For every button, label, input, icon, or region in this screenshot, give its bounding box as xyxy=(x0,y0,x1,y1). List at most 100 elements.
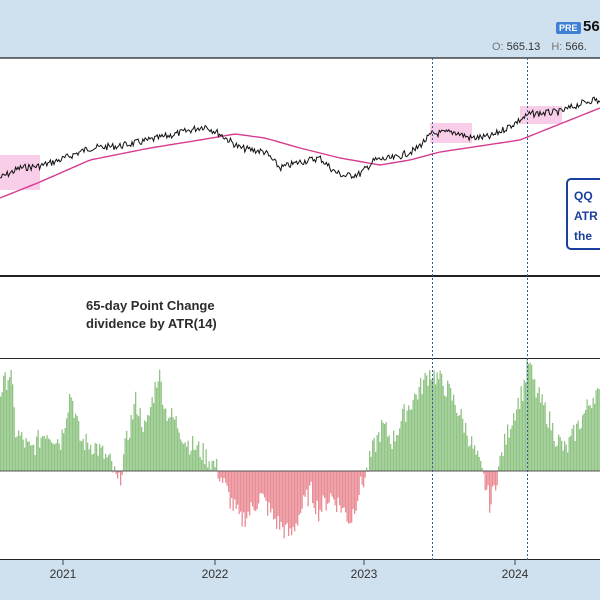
indicator-bar xyxy=(70,397,72,471)
indicator-bar xyxy=(466,435,468,471)
indicator-bar xyxy=(472,448,474,471)
indicator-bar xyxy=(300,471,302,513)
indicator-bar xyxy=(523,379,525,471)
indicator-bar xyxy=(492,471,494,487)
indicator-bar xyxy=(298,471,300,515)
indicator-bar xyxy=(112,471,114,473)
indicator-bar xyxy=(291,471,293,536)
indicator-bar xyxy=(258,471,260,504)
indicator-bar xyxy=(46,435,48,471)
indicator-bar xyxy=(457,416,459,471)
indicator-bar xyxy=(109,453,111,471)
indicator-bar xyxy=(409,409,411,471)
indicator-bar xyxy=(94,442,96,471)
indicator-bar xyxy=(183,444,185,471)
indicator-bar xyxy=(72,400,74,471)
indicator-bar xyxy=(559,437,561,471)
indicator-bar xyxy=(246,471,248,519)
indicator-bar xyxy=(12,384,14,471)
indicator-bar xyxy=(439,370,441,471)
indicator-bar xyxy=(253,471,255,511)
header-strip xyxy=(0,0,600,58)
indicator-bar xyxy=(363,471,365,488)
indicator-bar xyxy=(123,454,125,471)
indicator-bar xyxy=(61,429,63,471)
indicator-bar xyxy=(18,430,20,471)
indicator-bar xyxy=(148,415,150,471)
indicator-bar xyxy=(118,471,120,473)
indicator-bar xyxy=(189,454,191,471)
indicator-bar xyxy=(534,379,536,471)
indicator-bar xyxy=(444,395,446,471)
indicator-bar xyxy=(220,471,222,478)
indicator-bar xyxy=(106,457,108,471)
indicator-bar xyxy=(468,446,470,471)
indicator-bar xyxy=(447,380,449,471)
indicator-bar xyxy=(454,404,456,471)
indicator-bar xyxy=(133,404,135,471)
indicator-bar xyxy=(31,444,33,471)
indicator-bar xyxy=(36,436,38,471)
callout-line-1: QQ xyxy=(574,189,593,203)
ohlc-high-key: H: xyxy=(551,41,563,53)
indicator-bar xyxy=(3,375,5,471)
highlight-band xyxy=(430,123,472,143)
indicator-bar xyxy=(420,378,422,471)
indicator-bar xyxy=(597,388,599,471)
indicator-bar xyxy=(150,407,152,471)
indicator-bar xyxy=(63,433,65,471)
indicator-bar xyxy=(591,408,593,471)
indicator-bar xyxy=(486,471,488,490)
indicator-bar xyxy=(301,471,303,509)
indicator-bar xyxy=(241,471,243,527)
indicator-bar xyxy=(541,394,543,471)
indicator-bar xyxy=(501,452,503,471)
indicator-bar xyxy=(268,471,270,503)
indicator-bar xyxy=(367,471,369,473)
indicator-bar xyxy=(91,454,93,471)
indicator-bar xyxy=(544,402,546,471)
indicator-bar xyxy=(48,438,50,471)
indicator-bar xyxy=(540,402,542,471)
indicator-bar xyxy=(351,471,353,523)
x-tick-label: 2021 xyxy=(50,567,77,581)
indicator-bar xyxy=(16,436,18,471)
indicator-bar xyxy=(595,390,597,471)
indicator-bar xyxy=(132,419,134,471)
indicator-bar xyxy=(571,428,573,471)
indicator-bar xyxy=(4,372,6,471)
indicator-bar xyxy=(160,381,162,471)
indicator-bar xyxy=(108,455,110,471)
indicator-bar xyxy=(505,444,507,471)
indicator-bar xyxy=(193,449,195,471)
indicator-bar xyxy=(489,471,491,513)
indicator-bar xyxy=(208,461,210,471)
indicator-bar xyxy=(522,401,524,471)
indicator-bar xyxy=(361,471,363,485)
indicator-bar xyxy=(381,420,383,471)
indicator-bar xyxy=(319,471,321,510)
indicator-bar xyxy=(223,471,225,479)
indicator-bar xyxy=(433,370,435,471)
indicator-bar xyxy=(199,456,201,471)
indicator-bar xyxy=(117,471,119,479)
indicator-bar xyxy=(384,424,386,471)
indicator-bar xyxy=(445,396,447,471)
indicator-bar xyxy=(73,417,75,471)
indicator-bar xyxy=(237,471,239,505)
indicator-bar xyxy=(442,385,444,471)
indicator-bar xyxy=(406,410,408,471)
indicator-bar xyxy=(435,384,437,471)
indicator-bar xyxy=(100,447,102,471)
indicator-bar xyxy=(543,405,545,471)
indicator-bar xyxy=(412,400,414,471)
indicator-bar xyxy=(568,437,570,471)
indicator-bar xyxy=(178,432,180,471)
indicator-bar xyxy=(177,428,179,471)
indicator-bar xyxy=(399,428,401,471)
indicator-bar xyxy=(328,471,330,503)
indicator-bar xyxy=(90,444,92,471)
indicator-bar xyxy=(469,445,471,471)
indicator-bar xyxy=(145,421,147,471)
callout-line-2: ATR xyxy=(574,209,598,223)
